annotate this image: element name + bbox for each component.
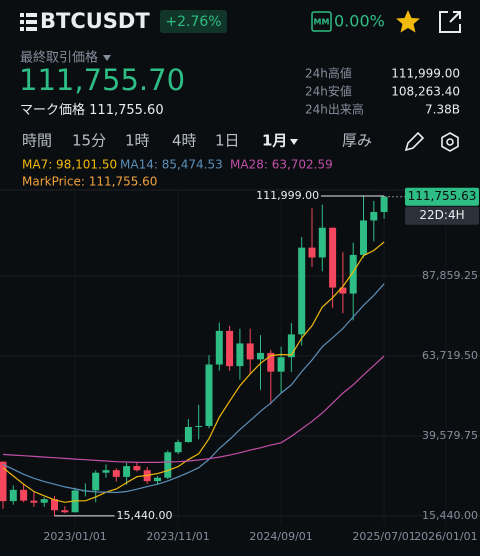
last-price: 111,755.70 (19, 63, 185, 97)
candle-body (380, 196, 388, 213)
candle-body (226, 330, 234, 367)
mark-price: 111,755.60 (89, 103, 163, 118)
candle-body (20, 489, 28, 501)
candle-body (308, 247, 316, 258)
mm-icon (311, 11, 332, 32)
price-tag-box (405, 187, 479, 206)
price-tag: 111,755.63 (408, 189, 477, 203)
timeframe-tab[interactable]: 厚み (342, 132, 372, 150)
candle-body (174, 442, 182, 453)
dropdown-caret (103, 55, 111, 61)
candle-body (215, 330, 223, 365)
candle-body (318, 227, 326, 258)
candle-body (257, 352, 264, 360)
candle-body (30, 500, 38, 503)
draw-tool-icon[interactable] (404, 131, 425, 152)
candle-body (277, 357, 285, 372)
price-label[interactable]: 最終取引価格 (20, 50, 98, 66)
ma-line (2, 283, 385, 494)
candle-body (195, 425, 203, 427)
timeframe-tab[interactable]: 1月 (262, 132, 287, 150)
candle-body (123, 466, 131, 477)
timeframe-tab[interactable]: 15分 (72, 132, 106, 150)
favorite-star[interactable] (396, 10, 420, 33)
high-marker-label: 111,999.00 (256, 189, 319, 202)
change: +2.76% (165, 14, 221, 30)
candle-body (154, 477, 161, 482)
candle-body (246, 343, 254, 360)
candle-body (112, 470, 120, 477)
candle-body (339, 287, 347, 294)
candle-body (360, 220, 367, 255)
candle-body (40, 499, 48, 503)
candle-body (184, 426, 192, 443)
low-marker-label: 15,440.00 (117, 509, 173, 522)
candle-body (9, 489, 17, 502)
ma-legend: MA14: 85,474.53 (120, 158, 223, 172)
timeframe-tab[interactable]: 時間 (22, 132, 52, 150)
candle-body (370, 212, 378, 221)
candle-body (236, 343, 244, 367)
x-tick-label: 2025/07/01 (352, 530, 415, 543)
share-icon[interactable] (439, 11, 461, 33)
tab-caret (290, 139, 298, 145)
menu-icon[interactable] (20, 13, 37, 31)
candle-body (287, 334, 295, 358)
candle-body (205, 364, 213, 426)
y-tick-label: 87,859.25 (422, 269, 478, 282)
settings-icon[interactable] (441, 132, 459, 152)
candle-body (298, 247, 306, 335)
mark-price-line: マーク価格 111,755.60 (20, 102, 164, 118)
x-tick-label: 2023/11/01 (146, 530, 209, 543)
countdown: 22D:4H (419, 208, 464, 222)
x-tick-label: 2024/09/01 (249, 530, 312, 543)
candle-body (102, 470, 110, 473)
ma-line (2, 241, 385, 503)
candle-body (0, 461, 7, 502)
timeframe-tab[interactable]: 1日 (215, 132, 240, 150)
candle-body (51, 499, 58, 511)
candle-body (61, 510, 69, 513)
y-tick-label: 39,579.75 (422, 429, 478, 442)
ma-legend: MA7: 98,101.50 (22, 158, 117, 172)
stat-label: 24h出来高 (305, 102, 364, 117)
markprice-legend: MarkPrice: 111,755.60 (22, 175, 157, 189)
candle-body (164, 452, 172, 478)
candle-body (133, 466, 141, 471)
candle-body (349, 254, 357, 294)
symbol[interactable]: BTCUSDT (40, 9, 150, 33)
ma-line (2, 355, 385, 463)
y-tick-label: 15,440.00 (422, 509, 478, 522)
change-badge (160, 10, 227, 33)
candle-body (92, 472, 100, 491)
stat-label: 24h安値 (305, 84, 352, 99)
stat-label: 24h高値 (305, 66, 352, 81)
candle-body (329, 227, 337, 288)
stat-value: 111,999.00 (391, 67, 460, 81)
mm-value: 0.00% (334, 12, 385, 31)
mm-label: MM (314, 18, 330, 27)
x-tick-label: 2026/01/01 (414, 530, 477, 543)
x-tick-label: 2023/01/01 (43, 530, 106, 543)
candle-body (267, 352, 275, 372)
timeframe-tab[interactable]: 4時 (172, 132, 197, 150)
y-tick-label: 63,719.50 (422, 349, 478, 362)
chart: 87,859.25 63,719.50 39,579.75 15,440.00 2023… (0, 187, 480, 543)
ma-legend: MA28: 63,702.59 (230, 158, 333, 172)
mark-price-label: マーク価格 (20, 102, 85, 118)
stat-value: 108,263.40 (391, 85, 460, 99)
stat-value: 7.38B (425, 103, 460, 117)
countdown-box (405, 206, 479, 225)
timeframe-tab[interactable]: 1時 (125, 132, 150, 150)
